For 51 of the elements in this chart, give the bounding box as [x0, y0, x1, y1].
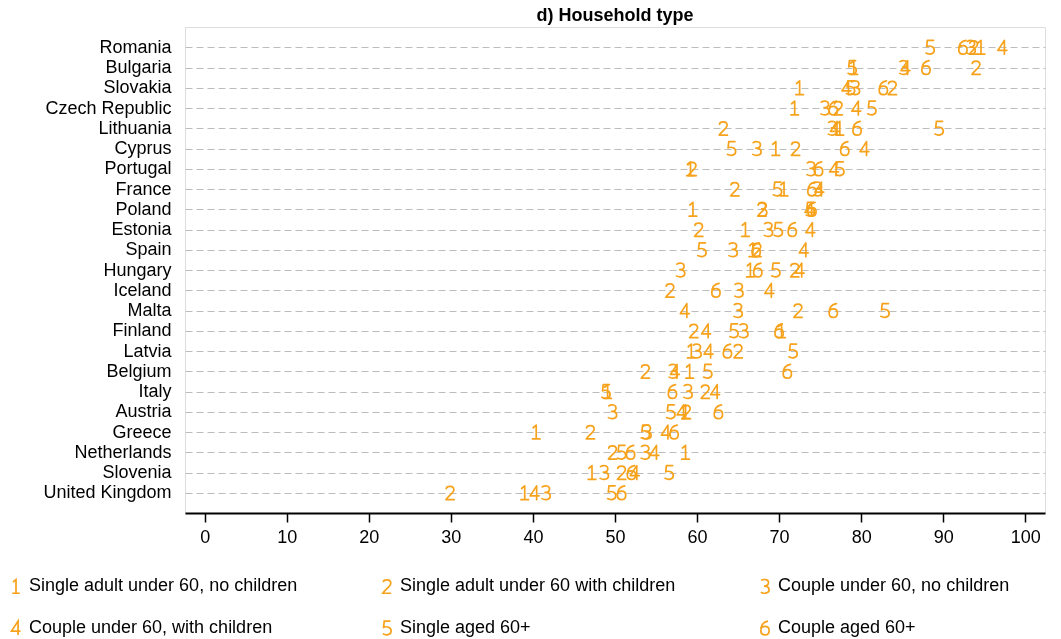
x-tick-label: 20	[359, 526, 380, 547]
point	[718, 121, 729, 136]
y-tick-label: France	[115, 178, 172, 199]
legend-label: Single aged 60+	[400, 617, 531, 637]
y-tick-label: Czech Republic	[45, 97, 172, 118]
y-tick-label: Latvia	[123, 340, 173, 361]
point	[763, 282, 775, 298]
legend-label: Single adult under 60 with children	[400, 575, 676, 596]
x-tick-label: 90	[933, 526, 954, 547]
legend-label: Couple aged 60+	[778, 617, 916, 637]
point	[804, 221, 816, 238]
y-tick-label: Austria	[115, 401, 173, 422]
y-tick-label: Hungary	[103, 259, 172, 280]
point	[709, 383, 721, 400]
y-tick-label: Portugal	[104, 158, 172, 179]
legend-label: Couple under 60, with children	[29, 617, 273, 637]
y-tick-label: Italy	[138, 381, 172, 401]
point	[798, 242, 810, 258]
point	[850, 100, 862, 116]
y-tick-label: Netherlands	[74, 441, 172, 462]
y-tick-label: Cyprus	[114, 138, 172, 158]
x-tick-label: 30	[441, 526, 462, 547]
y-tick-label: Iceland	[113, 279, 172, 300]
legend-label: Couple under 60, no children	[778, 575, 1010, 596]
point	[629, 464, 641, 481]
legend-label: Single adult under 60, no children	[29, 575, 298, 596]
x-tick-label: 50	[605, 526, 626, 547]
x-tick-label: 0	[200, 526, 211, 547]
x-tick-label: 70	[769, 526, 790, 547]
x-tick-label: 60	[687, 526, 708, 547]
y-tick-label: Belgium	[106, 360, 172, 381]
y-tick-label: United Kingdom	[43, 482, 172, 503]
point	[679, 302, 691, 319]
point	[640, 364, 651, 379]
y-tick-label: Poland	[115, 198, 172, 219]
x-tick-label: 80	[851, 526, 872, 547]
y-tick-label: Slovakia	[103, 77, 173, 98]
y-tick-label: Spain	[125, 239, 172, 260]
x-tick-label: 40	[523, 526, 544, 547]
x-tick-label: 10	[277, 526, 298, 547]
y-tick-label: Lithuania	[98, 117, 173, 138]
y-tick-label: Bulgaria	[105, 57, 173, 77]
y-tick-label: Romania	[99, 36, 173, 57]
x-tick-label: 100	[1010, 526, 1041, 547]
y-tick-label: Malta	[127, 300, 173, 320]
chart-title: d) Household type	[536, 5, 694, 25]
y-tick-label: Finland	[112, 320, 172, 341]
y-tick-label: Estonia	[111, 219, 173, 239]
y-tick-label: Greece	[112, 421, 172, 442]
y-tick-label: Slovenia	[102, 462, 173, 482]
point	[700, 323, 712, 339]
